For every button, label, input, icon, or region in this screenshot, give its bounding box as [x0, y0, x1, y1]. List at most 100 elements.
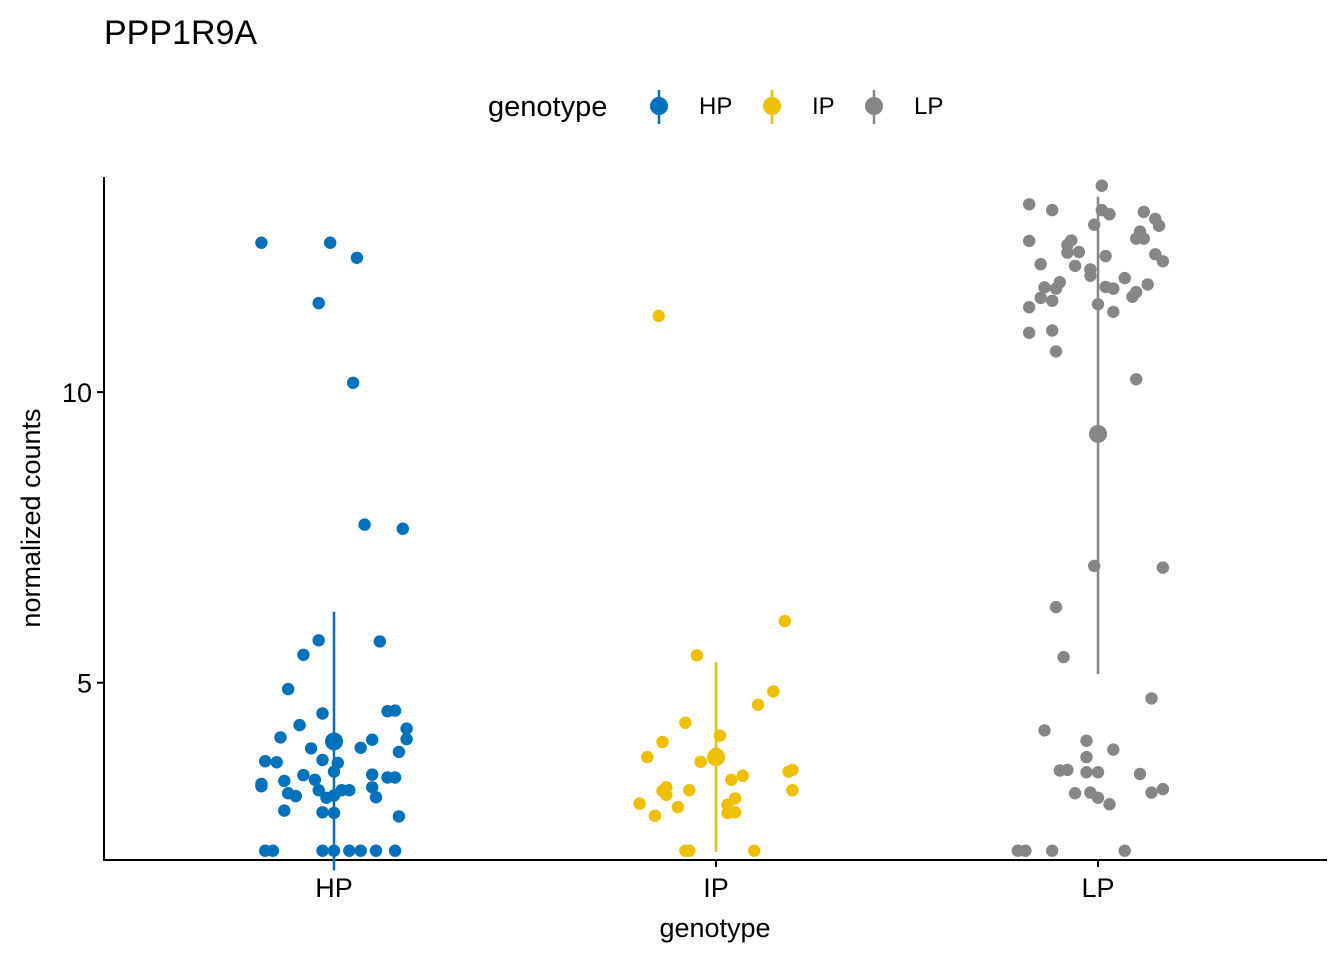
plot-panel: 5 10 HP IP LP: [62, 177, 1327, 903]
data-point-hp: [358, 518, 371, 531]
data-point-hp: [369, 791, 383, 804]
data-point-ip: [782, 765, 795, 778]
data-point-lp: [1022, 234, 1036, 248]
data-point-hp: [304, 742, 318, 755]
data-point-lp: [1046, 844, 1059, 857]
data-point-ip: [767, 685, 780, 698]
summary-mean-ip: [707, 748, 725, 767]
x-tick-label: IP: [703, 873, 729, 903]
legend-label-lp: LP: [914, 93, 943, 120]
data-point-lp: [1049, 282, 1063, 295]
data-point-lp: [1049, 345, 1063, 358]
data-point-lp: [1145, 692, 1158, 705]
y-tick-label: 10: [62, 378, 92, 408]
data-point-hp: [373, 635, 386, 648]
data-point-lp: [1107, 282, 1120, 295]
data-point-lp: [1022, 326, 1036, 339]
data-point-lp: [1152, 219, 1166, 232]
data-point-hp: [274, 731, 287, 744]
data-point-lp: [1057, 650, 1070, 664]
y-tick-label: 5: [77, 669, 92, 699]
data-point-hp: [400, 732, 413, 746]
data-point-hp: [396, 522, 409, 535]
data-point-ip: [694, 755, 707, 768]
data-point-lp: [1046, 324, 1059, 337]
data-point-lp: [1118, 844, 1131, 857]
legend-key-point-lp: [865, 97, 883, 115]
data-point-ip: [656, 735, 669, 749]
data-point-hp: [266, 844, 280, 857]
data-point-hp: [312, 634, 325, 647]
data-point-ip: [671, 800, 684, 814]
data-point-ip: [683, 784, 696, 797]
data-point-lp: [1034, 258, 1047, 271]
data-point-hp: [366, 733, 379, 746]
data-point-hp: [316, 806, 329, 819]
data-point-ip: [641, 750, 654, 764]
data-point-ip: [652, 309, 665, 323]
data-point-hp: [324, 236, 337, 249]
data-point-hp: [297, 768, 310, 782]
data-point-hp: [400, 722, 413, 735]
data-point-ip: [786, 784, 799, 797]
data-point-hp: [312, 296, 325, 310]
data-point-lp: [1103, 798, 1116, 811]
data-point-lp: [1137, 205, 1151, 219]
data-point-lp: [1091, 766, 1105, 779]
summary-mean-lp: [1089, 424, 1107, 443]
data-point-lp: [1019, 844, 1032, 857]
data-point-lp: [1046, 203, 1059, 217]
data-point-hp: [278, 804, 291, 817]
data-point-lp: [1107, 743, 1120, 756]
data-point-hp: [255, 236, 268, 249]
data-point-lp: [1099, 249, 1112, 263]
y-axis-title: normalized counts: [16, 408, 46, 627]
legend-key-point-ip: [763, 97, 781, 115]
data-point-hp: [366, 781, 379, 794]
data-point-lp: [1068, 787, 1082, 800]
data-point-ip: [683, 844, 696, 857]
legend-item-hp: HP: [650, 90, 732, 124]
data-point-lp: [1072, 245, 1086, 259]
data-point-lp: [1126, 290, 1139, 303]
data-point-hp: [388, 771, 402, 784]
data-point-hp: [392, 810, 406, 823]
data-point-hp: [388, 704, 402, 717]
data-point-hp: [255, 780, 268, 793]
data-point-lp: [1038, 724, 1051, 737]
data-point-hp: [343, 784, 356, 797]
legend-label-hp: HP: [699, 93, 732, 120]
data-point-hp: [388, 844, 402, 857]
data-point-ip: [751, 698, 765, 711]
data-point-hp: [278, 774, 291, 788]
data-point-hp: [270, 756, 283, 769]
legend-item-ip: IP: [763, 90, 835, 124]
data-point-lp: [1084, 269, 1097, 282]
summary-mean-hp: [325, 732, 343, 751]
data-point-hp: [293, 718, 306, 732]
data-point-ip: [736, 769, 749, 782]
legend-key-point-hp: [650, 97, 668, 115]
summary-markers: [325, 196, 1107, 871]
data-point-ip: [721, 806, 734, 820]
chart-title: PPP1R9A: [104, 14, 257, 52]
data-point-lp: [1141, 278, 1154, 291]
data-point-ip: [679, 716, 692, 729]
data-point-hp: [316, 753, 329, 767]
data-point-hp: [343, 844, 356, 857]
legend-title: genotype: [488, 91, 607, 123]
data-point-lp: [1038, 281, 1051, 294]
data-point-lp: [1049, 600, 1063, 614]
data-point-lp: [1046, 294, 1059, 307]
data-point-lp: [1084, 786, 1097, 799]
data-point-lp: [1156, 561, 1170, 574]
data-point-hp: [316, 707, 329, 720]
data-point-hp: [312, 784, 325, 797]
data-point-lp: [1137, 232, 1151, 245]
data-point-lp: [1095, 179, 1109, 192]
y-axis-ticks: 5 10: [62, 378, 104, 699]
data-point-ip: [660, 788, 673, 802]
data-point-lp: [1022, 301, 1036, 314]
data-point-hp: [354, 844, 367, 857]
